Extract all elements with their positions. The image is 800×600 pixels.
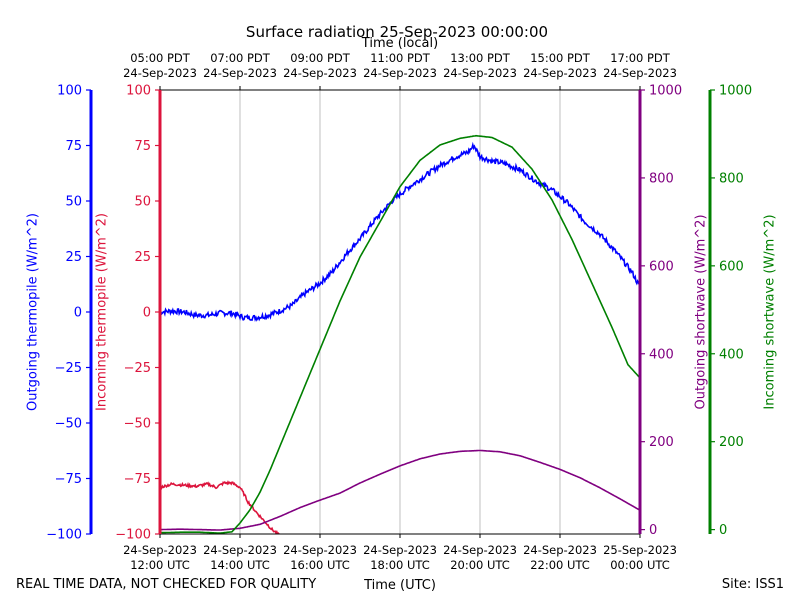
outgoing-shortwave-axis: 0 200 400 600 800 1000 Outgoing shortwave (W/m… (638, 84, 709, 538)
x-tick-label-utc: 24-Sep-2023 (123, 543, 197, 557)
y-tick-label: −100 (46, 528, 82, 543)
quality-notice: REAL TIME DATA, NOT CHECKED FOR QUALITY (16, 577, 316, 592)
y-tick-label: −25 (124, 361, 151, 376)
y-tick-label: 600 (719, 259, 744, 274)
x-tick-label-utc: 24-Sep-2023 (523, 543, 597, 557)
y-tick-label: 400 (649, 347, 674, 362)
axes-layer: −100 −75 −50 −25 0 25 50 75 100 Outgoing thermopi… (26, 84, 778, 543)
x-tick-label-local: 15:00 PDT (530, 51, 591, 65)
x-tick-label-utc: 25-Sep-2023 (603, 543, 677, 557)
top-axis-label: Time (local) (361, 36, 438, 51)
y-tick-label: −75 (124, 472, 151, 487)
incoming-thermopile-axis-label: Incoming thermopile (W/m^2) (95, 213, 110, 411)
y-tick-label: −50 (55, 417, 82, 432)
bottom-axis-label: Time (UTC) (363, 578, 436, 593)
x-tick-label-utc: 14:00 UTC (210, 558, 270, 572)
y-tick-label: 75 (65, 139, 82, 154)
y-tick-label: 25 (65, 250, 82, 265)
series-line-incoming-thermopile (160, 480, 280, 534)
x-tick-label-utc: 24-Sep-2023 (283, 543, 357, 557)
y-tick-label: 25 (134, 250, 151, 265)
y-tick-label: 800 (719, 171, 744, 186)
incoming-shortwave-axis-label: Incoming shortwave (W/m^2) (763, 214, 778, 409)
y-tick-label: 200 (649, 435, 674, 450)
x-tick-label-local: 05:00 PDT (130, 51, 191, 65)
y-tick-label: −25 (55, 361, 82, 376)
x-tick-label-local: 24-Sep-2023 (443, 66, 517, 80)
x-tick-label-utc: 24-Sep-2023 (203, 543, 277, 557)
x-tick-label-utc: 20:00 UTC (450, 558, 510, 572)
gridlines (239, 90, 561, 534)
y-tick-label: 0 (649, 523, 657, 538)
x-tick-label-local: 13:00 PDT (450, 51, 511, 65)
outgoing-shortwave-axis-label: Outgoing shortwave (W/m^2) (694, 214, 709, 409)
series-line-outgoing-shortwave (160, 449, 640, 531)
y-tick-label: 0 (74, 306, 82, 321)
series-line-outgoing-thermopile (160, 141, 640, 322)
y-tick-label: 1000 (719, 84, 752, 99)
y-tick-label: 600 (649, 259, 674, 274)
x-tick-label-local: 17:00 PDT (610, 51, 671, 65)
y-tick-label: 400 (719, 347, 744, 362)
outgoing-thermopile-axis-label: Outgoing thermopile (W/m^2) (26, 213, 41, 411)
y-tick-label: 75 (134, 139, 151, 154)
x-tick-label-local: 24-Sep-2023 (203, 66, 277, 80)
x-tick-label-local: 24-Sep-2023 (363, 66, 437, 80)
x-tick-label-local: 24-Sep-2023 (283, 66, 357, 80)
x-tick-label-local: 24-Sep-2023 (523, 66, 597, 80)
x-tick-label-utc: 16:00 UTC (290, 558, 350, 572)
y-tick-label: 1000 (649, 84, 682, 99)
incoming-shortwave-axis: 0 200 400 600 800 1000 Incoming shortwave (W/m… (708, 84, 778, 538)
incoming-thermopile-axis: −100 −75 −50 −25 0 25 50 75 100 Incoming thermopi… (95, 84, 162, 543)
y-tick-label: 0 (719, 523, 727, 538)
x-tick-label-utc: 18:00 UTC (370, 558, 430, 572)
x-tick-label-utc: 24-Sep-2023 (363, 543, 437, 557)
y-tick-label: 50 (134, 195, 151, 210)
series-layer (160, 134, 640, 534)
x-tick-label-local: 24-Sep-2023 (123, 66, 197, 80)
x-tick-label-local: 09:00 PDT (290, 51, 351, 65)
y-tick-label: 200 (719, 435, 744, 450)
y-tick-label: 0 (143, 306, 151, 321)
y-tick-label: −50 (124, 417, 151, 432)
series-line-incoming-shortwave (160, 134, 640, 534)
x-tick-label-local: 24-Sep-2023 (603, 66, 677, 80)
x-tick-label-utc: 22:00 UTC (530, 558, 590, 572)
x-tick-label-utc: 00:00 UTC (610, 558, 670, 572)
y-tick-label: 100 (57, 84, 82, 99)
chart-title: Surface radiation 25-Sep-2023 00:00:00 (246, 23, 548, 41)
y-tick-label: 800 (649, 171, 674, 186)
x-tick-label-local: 11:00 PDT (370, 51, 431, 65)
x-tick-label-utc: 12:00 UTC (130, 558, 190, 572)
x-tick-label-utc: 24-Sep-2023 (443, 543, 517, 557)
outgoing-thermopile-axis: −100 −75 −50 −25 0 25 50 75 100 Outgoing thermopi… (26, 84, 93, 543)
y-tick-label: 100 (126, 84, 151, 99)
y-tick-label: −75 (55, 472, 82, 487)
site-label: Site: ISS1 (722, 577, 784, 592)
y-tick-label: 50 (65, 195, 82, 210)
x-tick-label-local: 07:00 PDT (210, 51, 271, 65)
y-tick-label: −100 (115, 528, 151, 543)
